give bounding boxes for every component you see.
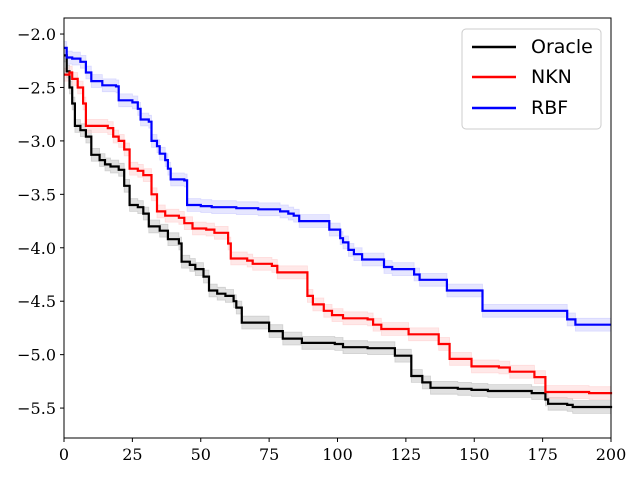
y-tick-label: −3.0 (17, 132, 56, 151)
series-line-nkn (64, 71, 613, 395)
x-tick-label: 50 (191, 445, 211, 464)
x-tick-label: 125 (391, 445, 422, 464)
x-tick-label: 200 (596, 445, 627, 464)
y-tick-label: −5.0 (17, 346, 56, 365)
x-tick-label: 100 (322, 445, 353, 464)
x-tick-label: 150 (459, 445, 490, 464)
legend-label-nkn: NKN (531, 66, 572, 88)
y-tick-label: −4.5 (17, 292, 56, 311)
y-axis: −2.0 −2.5 −3.0 −3.5 −4.0 −4.5 −5.0 −5.5 (17, 25, 64, 418)
legend-box (461, 28, 602, 130)
x-axis: 0 25 50 75 100 125 150 175 200 (59, 438, 626, 464)
x-tick-label: 25 (122, 445, 142, 464)
legend: Oracle NKN RBF (461, 28, 602, 130)
legend-label-oracle: Oracle (531, 36, 593, 58)
y-tick-label: −5.5 (17, 399, 56, 418)
x-tick-label: 0 (59, 445, 69, 464)
band-oracle (63, 48, 612, 415)
band-nkn (63, 65, 612, 401)
y-tick-label: −2.0 (17, 25, 56, 44)
y-tick-label: −3.5 (17, 185, 56, 204)
y-tick-label: −2.5 (17, 78, 56, 97)
series-lines (64, 46, 613, 409)
y-tick-label: −4.0 (17, 239, 56, 258)
x-tick-label: 175 (527, 445, 558, 464)
x-tick-label: 75 (259, 445, 279, 464)
series-line-rbf (64, 46, 611, 326)
series-line-oracle (64, 54, 613, 409)
legend-label-rbf: RBF (531, 97, 568, 119)
